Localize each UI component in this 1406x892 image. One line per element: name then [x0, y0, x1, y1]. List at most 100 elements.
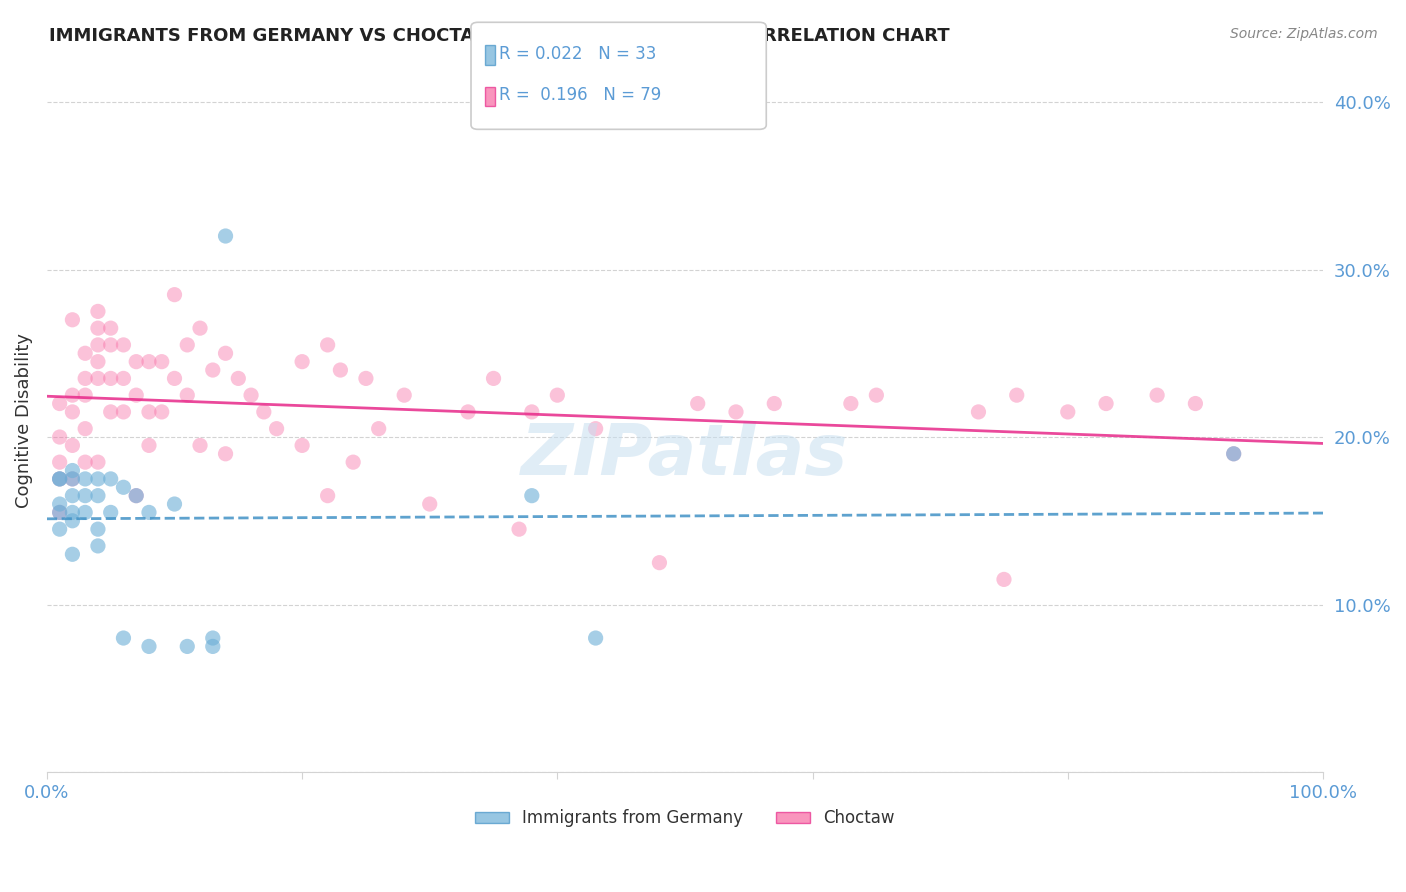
Choctaw [724, 405, 747, 419]
Choctaw [150, 354, 173, 368]
Choctaw [163, 371, 186, 385]
Choctaw [253, 405, 276, 419]
Immigrants from Germany [163, 497, 186, 511]
Choctaw [316, 489, 339, 503]
Immigrants from Germany [214, 229, 236, 244]
Immigrants from Germany [62, 514, 84, 528]
Choctaw [291, 438, 314, 452]
Choctaw [508, 522, 530, 536]
Immigrants from Germany [75, 472, 97, 486]
Immigrants from Germany [87, 522, 110, 536]
Choctaw [291, 354, 314, 368]
Text: R = 0.022   N = 33: R = 0.022 N = 33 [499, 45, 657, 63]
Choctaw [87, 321, 110, 335]
Choctaw [48, 430, 70, 444]
Choctaw [316, 338, 339, 352]
Immigrants from Germany [138, 505, 160, 519]
Immigrants from Germany [48, 505, 70, 519]
Text: R =  0.196   N = 79: R = 0.196 N = 79 [499, 87, 661, 104]
Choctaw [87, 338, 110, 352]
Choctaw [865, 388, 887, 402]
Choctaw [457, 405, 479, 419]
Text: Source: ZipAtlas.com: Source: ZipAtlas.com [1230, 27, 1378, 41]
Immigrants from Germany [176, 640, 198, 654]
Legend: Immigrants from Germany, Choctaw: Immigrants from Germany, Choctaw [468, 803, 901, 834]
Choctaw [87, 354, 110, 368]
Choctaw [100, 371, 122, 385]
Choctaw [214, 346, 236, 360]
Choctaw [75, 346, 97, 360]
Choctaw [138, 405, 160, 419]
Choctaw [112, 405, 135, 419]
Choctaw [150, 405, 173, 419]
Choctaw [214, 447, 236, 461]
Choctaw [993, 573, 1015, 587]
Immigrants from Germany [48, 472, 70, 486]
Immigrants from Germany [100, 472, 122, 486]
Choctaw [87, 304, 110, 318]
Immigrants from Germany [62, 547, 84, 561]
Choctaw [48, 472, 70, 486]
Immigrants from Germany [62, 505, 84, 519]
Choctaw [100, 338, 122, 352]
Immigrants from Germany [62, 464, 84, 478]
Choctaw [686, 396, 709, 410]
Choctaw [125, 354, 148, 368]
Immigrants from Germany [48, 522, 70, 536]
Choctaw [75, 371, 97, 385]
Immigrants from Germany [87, 539, 110, 553]
Immigrants from Germany [1222, 447, 1244, 461]
Choctaw [482, 371, 505, 385]
Choctaw [839, 396, 862, 410]
Immigrants from Germany [48, 472, 70, 486]
Choctaw [188, 438, 211, 452]
Immigrants from Germany [201, 640, 224, 654]
Immigrants from Germany [112, 631, 135, 645]
Immigrants from Germany [87, 472, 110, 486]
Immigrants from Germany [62, 489, 84, 503]
Choctaw [62, 312, 84, 326]
Choctaw [1095, 396, 1118, 410]
Immigrants from Germany [100, 505, 122, 519]
Choctaw [763, 396, 786, 410]
Choctaw [62, 438, 84, 452]
Immigrants from Germany [62, 472, 84, 486]
Choctaw [100, 321, 122, 335]
Choctaw [87, 371, 110, 385]
Choctaw [176, 388, 198, 402]
Y-axis label: Cognitive Disability: Cognitive Disability [15, 333, 32, 508]
Choctaw [367, 422, 389, 436]
Choctaw [1005, 388, 1028, 402]
Choctaw [62, 388, 84, 402]
Choctaw [125, 489, 148, 503]
Choctaw [1184, 396, 1206, 410]
Choctaw [1056, 405, 1078, 419]
Choctaw [967, 405, 990, 419]
Choctaw [62, 472, 84, 486]
Choctaw [48, 396, 70, 410]
Choctaw [163, 287, 186, 301]
Immigrants from Germany [585, 631, 607, 645]
Choctaw [100, 405, 122, 419]
Choctaw [419, 497, 441, 511]
Immigrants from Germany [201, 631, 224, 645]
Immigrants from Germany [75, 505, 97, 519]
Choctaw [48, 455, 70, 469]
Immigrants from Germany [112, 480, 135, 494]
Choctaw [138, 354, 160, 368]
Immigrants from Germany [520, 489, 543, 503]
Choctaw [112, 338, 135, 352]
Choctaw [240, 388, 263, 402]
Choctaw [329, 363, 352, 377]
Immigrants from Germany [75, 489, 97, 503]
Choctaw [392, 388, 415, 402]
Choctaw [342, 455, 364, 469]
Choctaw [138, 438, 160, 452]
Choctaw [1146, 388, 1168, 402]
Text: ZIPatlas: ZIPatlas [522, 421, 849, 490]
Choctaw [188, 321, 211, 335]
Choctaw [75, 388, 97, 402]
Text: IMMIGRANTS FROM GERMANY VS CHOCTAW COGNITIVE DISABILITY CORRELATION CHART: IMMIGRANTS FROM GERMANY VS CHOCTAW COGNI… [49, 27, 950, 45]
Choctaw [201, 363, 224, 377]
Choctaw [520, 405, 543, 419]
